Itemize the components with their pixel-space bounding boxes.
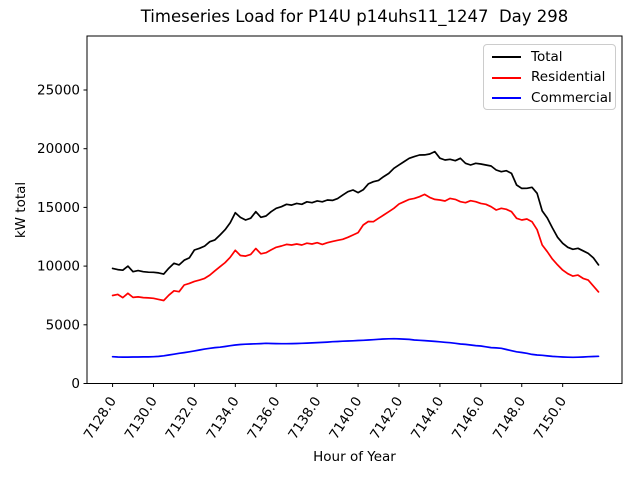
x-tick-label: 7148.0 — [490, 394, 529, 442]
series-line-residential — [111, 193, 600, 302]
chart-title: Timeseries Load for P14U p14uhs11_1247 D… — [140, 7, 569, 26]
y-tick-label: 0 — [71, 376, 80, 392]
legend-entry-commercial: Commercial — [484, 88, 615, 109]
legend-label: Residential — [531, 69, 606, 85]
y-tick-label: 10000 — [37, 259, 80, 275]
x-tick-label: 7142.0 — [367, 394, 406, 442]
legend-line-total-icon — [492, 56, 521, 59]
x-tick-label: 7146.0 — [449, 394, 488, 442]
legend-entry-residential: Residential — [484, 68, 615, 89]
y-tick-label: 5000 — [46, 317, 80, 333]
y-tick-label: 20000 — [37, 141, 80, 157]
x-tick-label: 7138.0 — [285, 394, 324, 442]
x-tick-label: 7134.0 — [204, 394, 243, 442]
series-line-commercial — [111, 337, 600, 359]
plot-border — [86, 35, 623, 384]
x-tick-label: 7150.0 — [531, 394, 570, 442]
x-tick-label: 7140.0 — [326, 394, 365, 442]
legend-line-residential-icon — [492, 76, 521, 79]
series-line-total — [111, 150, 600, 275]
legend: Total Residential Commercial — [483, 44, 616, 110]
x-tick-label: 7136.0 — [244, 394, 283, 442]
legend-label: Total — [531, 48, 563, 65]
x-axis-label: Hour of Year — [313, 449, 396, 465]
y-tick-label: 25000 — [37, 83, 80, 99]
legend-line-commercial-icon — [492, 97, 521, 100]
x-tick-label: 7144.0 — [408, 394, 447, 442]
legend-label: Commercial — [531, 89, 612, 106]
x-tick-label: 7130.0 — [122, 394, 161, 442]
y-axis-label: kW total — [13, 181, 29, 239]
x-tick-label: 7128.0 — [81, 394, 120, 442]
x-tick-label: 7132.0 — [163, 394, 202, 442]
legend-entry-total: Total — [484, 47, 615, 68]
y-tick-label: 15000 — [37, 200, 80, 216]
